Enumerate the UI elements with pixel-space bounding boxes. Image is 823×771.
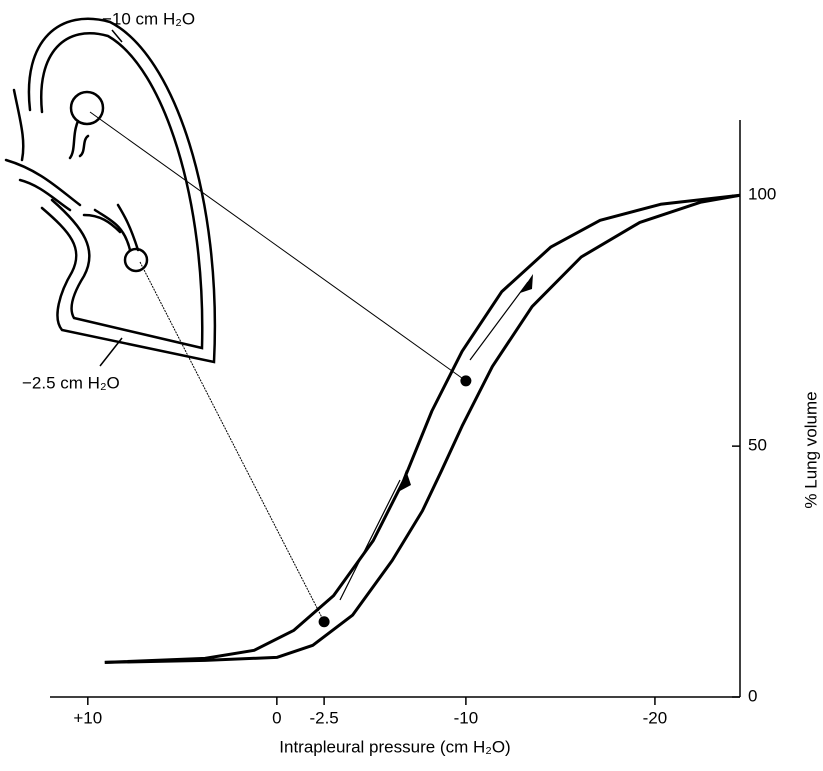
x-tick-label: +10 [73,708,102,727]
curve [104,193,741,664]
x-tick-label: -10 [454,708,479,727]
y-tick-label: 0 [748,686,757,705]
y-tick-label: 50 [748,436,767,455]
flow-arrow [339,281,529,601]
point [460,375,472,387]
y-axis-label: % Lung volume [801,391,820,508]
point [318,616,330,628]
lung-inner-outline [39,32,204,350]
annotation: −2.5 cm H₂O [22,373,120,392]
leader-line [99,337,123,367]
x-tick-label: 0 [272,708,281,727]
lung-drawing [4,17,533,601]
y-tick-label: 100 [748,185,776,204]
annotation: −10 cm H₂O [102,9,195,28]
x-tick-label: -20 [643,708,668,727]
connector [89,111,467,382]
alveolus-top [69,90,105,126]
x-axis-label: Intrapleural pressure (cm H₂O) [279,737,510,756]
x-tick-label: -2.5 [309,708,338,727]
lung-outline [27,17,217,364]
connector [139,261,325,622]
bronchiole-top [68,119,90,160]
curve [104,193,741,664]
bronchiole-bottom [82,203,140,252]
alveolus-bottom [123,247,149,273]
leader-line [111,29,123,43]
airway [4,88,82,212]
